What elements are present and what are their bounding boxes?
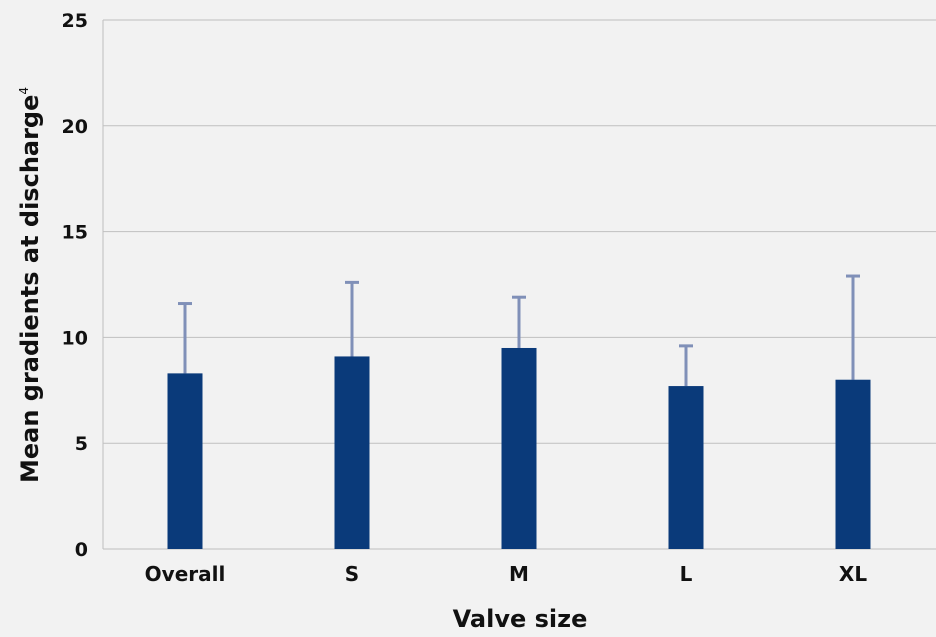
error-bars — [178, 274, 860, 387]
y-axis-title-superscript: 4 — [17, 87, 31, 95]
bar — [334, 356, 370, 549]
y-tick-label: 15 — [62, 222, 88, 244]
x-tick-label: M — [509, 562, 529, 586]
y-axis-title: Mean gradients at discharge4 — [16, 87, 44, 483]
y-tick-label: 5 — [75, 433, 88, 455]
y-tick-labels: 0 5 10 15 20 25 — [62, 10, 88, 561]
x-tick-label: XL — [839, 562, 867, 586]
y-tick-label: 25 — [62, 10, 88, 32]
y-tick-label: 0 — [75, 539, 88, 561]
bar — [167, 373, 203, 549]
x-tick-label: S — [345, 562, 359, 586]
y-axis-title-text: Mean gradients at discharge — [16, 95, 44, 483]
x-axis-title: Valve size — [453, 605, 588, 633]
bar — [835, 379, 871, 549]
x-tick-labels: Overall S M L XL — [145, 562, 868, 586]
y-tick-label: 10 — [62, 327, 88, 349]
y-tick-label: 20 — [62, 116, 88, 138]
bars — [167, 347, 871, 549]
x-tick-label: Overall — [145, 562, 226, 586]
x-tick-label: L — [680, 562, 693, 586]
bar — [501, 347, 537, 549]
bar — [668, 386, 704, 549]
